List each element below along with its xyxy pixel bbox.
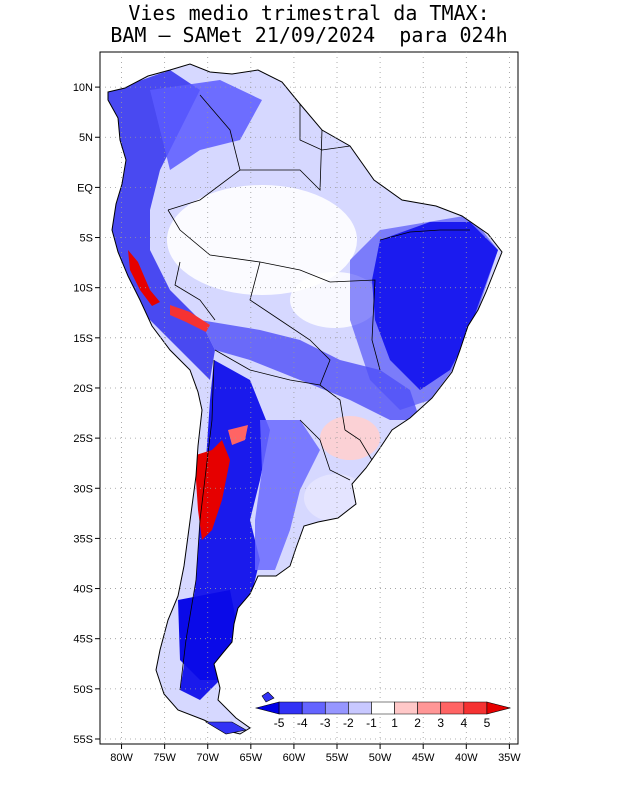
lon-tick-label: 55W — [326, 752, 349, 764]
cold-ring-northeast — [350, 215, 498, 410]
lon-tick-label: 50W — [369, 752, 392, 764]
lat-tick-label: 50S — [73, 684, 93, 696]
warm-spot-bolivia — [170, 305, 210, 332]
lon-tick-label: 70W — [196, 752, 219, 764]
colorbar-segment-6 — [394, 701, 418, 715]
lat-tick-label: 5S — [80, 233, 93, 245]
colorbar-label: -4 — [297, 716, 308, 730]
colorbar-label: 2 — [414, 716, 421, 730]
colorbar-label: -3 — [320, 716, 331, 730]
warm-spot-chile — [196, 440, 230, 540]
colorbar-label: 4 — [460, 716, 467, 730]
map-title: Vies medio trimestral da TMAX: BAM – SAM… — [0, 2, 618, 46]
colorbar-label: -2 — [343, 716, 354, 730]
warm-spot-andes-central — [228, 425, 248, 445]
tierra-del-fuego — [204, 721, 247, 735]
country-borders — [167, 94, 470, 691]
latitude-ticks: 10N 5N EQ 5S 10S 15S 20S 25S 30S 35S 40S 45S 50S 55S — [73, 82, 100, 746]
lat-tick-label: 20S — [73, 383, 93, 395]
colorbar-label: 1 — [391, 716, 398, 730]
title-line-2: BAM – SAMet 21/09/2024 para 024h — [110, 23, 508, 47]
lon-tick-label: 75W — [153, 752, 176, 764]
colorbar-label: -5 — [274, 716, 285, 730]
lat-tick-label: 10N — [73, 82, 93, 94]
colorbar-segment-4 — [348, 701, 372, 715]
coastline — [107, 63, 503, 735]
lat-lon-grid — [100, 52, 518, 744]
lon-tick-label: 60W — [283, 752, 306, 764]
colorbar-segment-10 — [486, 701, 512, 715]
lon-tick-label: 40W — [455, 752, 478, 764]
lon-tick-label: 65W — [240, 752, 263, 764]
lat-tick-label: 15S — [73, 333, 93, 345]
lat-tick-label: 45S — [73, 634, 93, 646]
bias-field — [107, 63, 503, 735]
lat-tick-label: 55S — [73, 734, 93, 746]
colorbar-segment-9 — [463, 701, 488, 715]
colorbar-label: 3 — [437, 716, 444, 730]
colorbar-segment-1 — [278, 701, 303, 715]
neutral-zone-amazon — [167, 185, 357, 295]
falklands — [261, 691, 275, 703]
lat-tick-label: 25S — [73, 433, 93, 445]
warm-spot-peru — [128, 250, 160, 306]
cold-belt-central — [200, 320, 420, 420]
title-line-1: Vies medio trimestral da TMAX: — [128, 1, 490, 25]
lat-tick-label: 40S — [73, 584, 93, 596]
colorbar-label: 5 — [484, 716, 491, 730]
colorbar-segment-3 — [324, 701, 349, 715]
cold-band-north — [150, 80, 262, 170]
colorbar-segment-2 — [301, 701, 326, 715]
lon-tick-label: 80W — [110, 752, 133, 764]
lat-tick-label: 35S — [73, 533, 93, 545]
colorbar: -5 -4 -3 -2 -1 1 2 3 4 5 — [254, 701, 512, 730]
lat-tick-label: 30S — [73, 483, 93, 495]
colorbar-label: -1 — [366, 716, 377, 730]
longitude-ticks: 80W 75W 70W 65W 60W 55W 50W 45W 40W 35W — [110, 744, 521, 764]
colorbar-segment-8 — [440, 701, 465, 715]
colorbar-segment-5 — [371, 701, 395, 715]
lon-tick-label: 45W — [412, 752, 435, 764]
lat-tick-label: 5N — [79, 132, 93, 144]
cold-zone-pampas — [255, 420, 320, 570]
colorbar-segment-7 — [417, 701, 442, 715]
lon-tick-label: 35W — [498, 752, 521, 764]
lat-tick-label: 10S — [73, 283, 93, 295]
lat-tick-label: EQ — [77, 182, 93, 194]
